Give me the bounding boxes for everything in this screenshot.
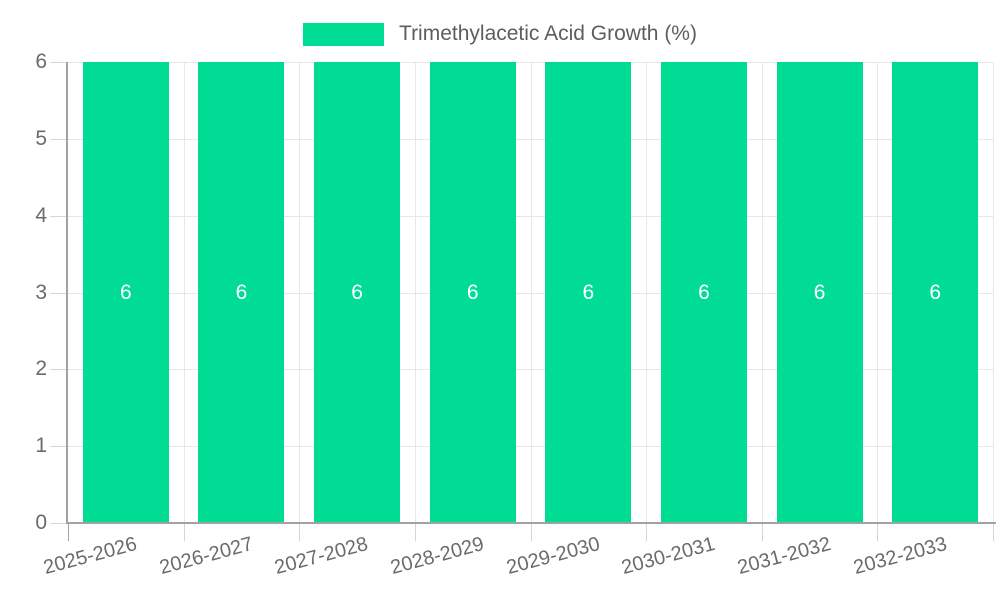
x-tick <box>877 523 879 541</box>
y-tick <box>50 369 68 371</box>
bar[interactable]: 6 <box>82 62 169 523</box>
x-tick <box>299 523 301 541</box>
bar[interactable]: 6 <box>660 62 747 523</box>
legend[interactable]: Trimethylacetic Acid Growth (%) <box>0 20 1000 48</box>
x-gridline <box>761 62 763 523</box>
x-gridline <box>646 62 648 523</box>
y-tick <box>50 138 68 140</box>
y-tick-label: 5 <box>35 126 47 150</box>
y-tick <box>50 523 68 524</box>
x-axis-line <box>66 522 996 524</box>
y-tick-label: 2 <box>35 357 47 381</box>
bar-value-label: 6 <box>351 280 363 304</box>
x-tick <box>646 523 648 541</box>
y-tick <box>50 62 68 63</box>
x-gridline <box>183 62 185 523</box>
x-gridline <box>299 62 301 523</box>
x-tick <box>414 523 416 541</box>
bar-value-label: 6 <box>929 280 942 304</box>
legend-label: Trimethylacetic Acid Growth (%) <box>399 22 697 45</box>
x-gridline <box>414 62 416 523</box>
bar[interactable]: 6 <box>314 62 401 523</box>
y-tick-label: 1 <box>35 434 47 458</box>
y-tick <box>50 215 68 217</box>
y-tick-label: 6 <box>35 50 47 73</box>
y-axis-line <box>66 62 68 523</box>
bar[interactable]: 6 <box>545 62 632 523</box>
bar-value-label: 6 <box>119 280 132 304</box>
x-gridline <box>993 62 994 523</box>
bar[interactable]: 6 <box>198 62 285 523</box>
y-tick <box>50 446 68 448</box>
x-gridline <box>530 62 532 523</box>
x-tick <box>993 523 994 541</box>
x-tick-label: 2026-2027 <box>157 533 256 580</box>
y-tick-label: 3 <box>35 280 47 304</box>
legend-swatch <box>303 22 385 46</box>
x-tick <box>530 523 532 541</box>
bar[interactable]: 6 <box>429 62 516 523</box>
y-tick-label: 4 <box>35 203 47 227</box>
y-tick-label: 0 <box>35 511 47 534</box>
x-tick <box>183 523 185 541</box>
x-tick-label: 2032-2033 <box>850 533 949 580</box>
x-tick <box>761 523 763 541</box>
bar-value-label: 6 <box>698 280 710 304</box>
x-tick-label: 2025-2026 <box>41 533 140 580</box>
x-tick-label: 2029-2030 <box>503 533 603 580</box>
x-gridline <box>877 62 879 523</box>
x-tick-label: 2030-2031 <box>619 533 718 580</box>
y-tick <box>50 292 68 294</box>
x-tick <box>68 523 69 541</box>
bar-value-label: 6 <box>582 280 595 304</box>
bar-value-label: 6 <box>466 280 479 304</box>
x-tick-label: 2027-2028 <box>272 533 371 580</box>
bar-value-label: 6 <box>235 280 248 304</box>
x-tick-label: 2031-2032 <box>735 533 834 580</box>
x-tick-label: 2028-2029 <box>388 533 487 580</box>
bar[interactable]: 6 <box>776 62 863 523</box>
bar[interactable]: 6 <box>892 62 979 523</box>
bar-value-label: 6 <box>813 280 826 304</box>
